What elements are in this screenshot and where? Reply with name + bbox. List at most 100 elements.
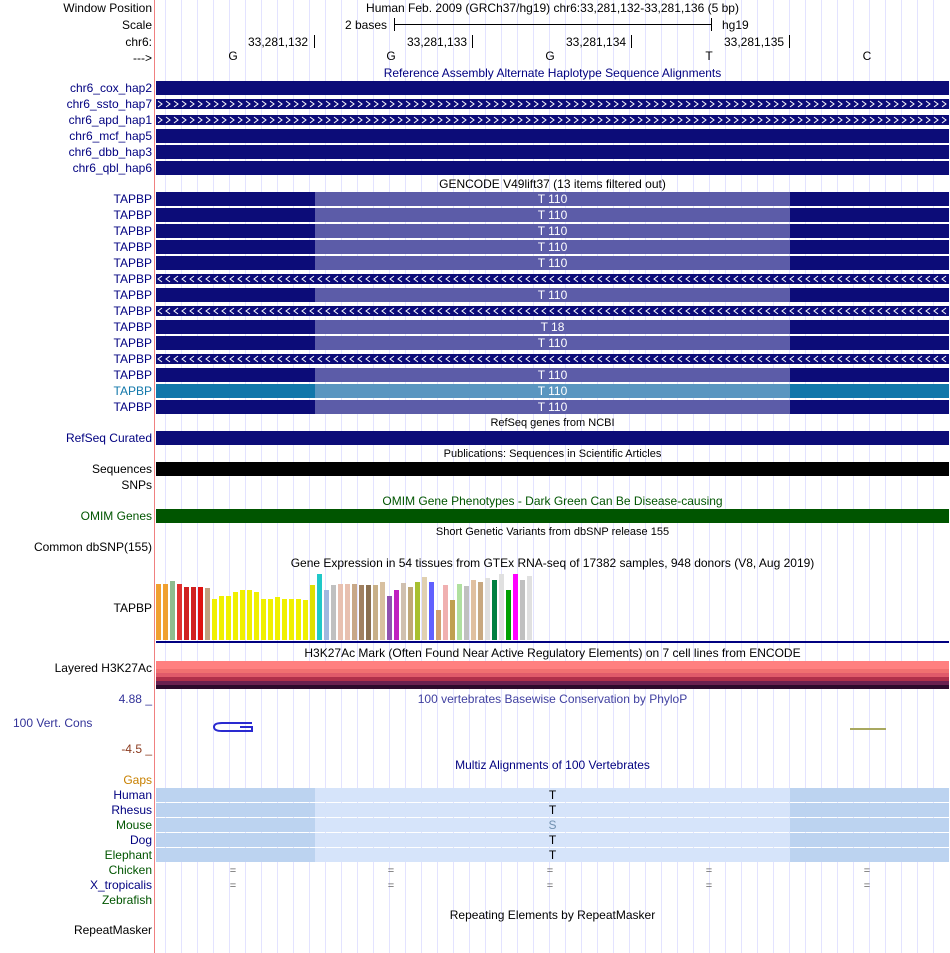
species-label[interactable]: Dog	[129, 833, 152, 847]
gtex-tissue-bar[interactable]	[436, 610, 441, 640]
gtex-tissue-bar[interactable]	[240, 590, 245, 640]
alt-haplotype-label[interactable]: chr6_qbl_hap6	[72, 161, 152, 175]
multiz-row[interactable]: T	[156, 788, 949, 802]
alt-haplotype-bar[interactable]	[156, 115, 949, 125]
window-position-label[interactable]: Window Position	[63, 1, 152, 15]
gtex-tissue-bar[interactable]	[478, 582, 483, 640]
species-label[interactable]: Elephant	[104, 848, 152, 862]
gene-label[interactable]: TAPBP	[113, 320, 152, 334]
gtex-tissue-bar[interactable]	[247, 590, 252, 640]
h3k27ac-label[interactable]: Layered H3K27Ac	[54, 661, 152, 675]
gtex-tissue-bar[interactable]	[359, 585, 364, 640]
omim-label[interactable]: OMIM Genes	[80, 509, 152, 523]
gene-label[interactable]: TAPBP	[113, 288, 152, 302]
species-label[interactable]: Chicken	[108, 863, 152, 877]
gene-label[interactable]: TAPBP	[113, 224, 152, 238]
multiz-track-title[interactable]: Multiz Alignments of 100 Vertebrates	[455, 758, 650, 772]
gtex-tissue-bar[interactable]	[394, 590, 399, 640]
gtex-tissue-bar[interactable]	[471, 580, 476, 640]
gtex-expression-bars[interactable]	[156, 572, 949, 644]
gene-label[interactable]: TAPBP	[113, 192, 152, 206]
gtex-tissue-bar[interactable]	[254, 592, 259, 640]
gene-exon-bar[interactable]: T 110	[156, 288, 949, 302]
gtex-gene-label[interactable]: TAPBP	[113, 601, 152, 615]
species-label[interactable]: Rhesus	[111, 803, 152, 817]
gtex-tissue-bar[interactable]	[219, 596, 224, 640]
gtex-tissue-bar[interactable]	[296, 599, 301, 640]
gene-label[interactable]: TAPBP	[113, 272, 152, 286]
gtex-tissue-bar[interactable]	[499, 574, 504, 640]
alt-haplotype-label[interactable]: chr6_dbb_hap3	[68, 145, 152, 159]
gaps-label[interactable]: Gaps	[123, 773, 152, 787]
gene-label[interactable]: TAPBP	[113, 352, 152, 366]
gtex-tissue-bar[interactable]	[352, 584, 357, 640]
gene-intron-bar[interactable]	[156, 354, 949, 364]
gtex-tissue-bar[interactable]	[156, 584, 161, 640]
multiz-row[interactable]: T	[156, 848, 949, 862]
gtex-tissue-bar[interactable]	[506, 590, 511, 640]
gene-label[interactable]: TAPBP	[113, 336, 152, 350]
gtex-tissue-bar[interactable]	[492, 580, 497, 640]
gene-label-highlighted[interactable]: TAPBP	[113, 384, 152, 398]
gene-label[interactable]: TAPBP	[113, 368, 152, 382]
gtex-tissue-bar[interactable]	[310, 585, 315, 640]
gtex-tissue-bar[interactable]	[177, 584, 182, 640]
alt-haplotype-label[interactable]: chr6_cox_hap2	[69, 81, 152, 95]
gtex-tissue-bar[interactable]	[485, 578, 490, 640]
gtex-tissue-bar[interactable]	[275, 597, 280, 640]
gtex-tissue-bar[interactable]	[226, 596, 231, 640]
gtex-tissue-bar[interactable]	[443, 585, 448, 640]
gene-exon-bar[interactable]: T 110	[156, 224, 949, 238]
gtex-tissue-bar[interactable]	[366, 585, 371, 640]
refseq-label[interactable]: RefSeq Curated	[65, 431, 152, 445]
strand-label[interactable]: --->	[133, 51, 152, 65]
gtex-tissue-bar[interactable]	[457, 584, 462, 640]
gtex-tissue-bar[interactable]	[520, 580, 525, 640]
alt-haplotype-bar[interactable]	[156, 145, 949, 159]
species-label[interactable]: Human	[113, 788, 152, 802]
sequences-bar[interactable]	[156, 462, 949, 476]
gene-label[interactable]: TAPBP	[113, 208, 152, 222]
gencode-track-title[interactable]: GENCODE V49lift37 (13 items filtered out…	[439, 177, 666, 191]
repeatmasker-track-title[interactable]: Repeating Elements by RepeatMasker	[449, 908, 656, 922]
gtex-tissue-bar[interactable]	[163, 584, 168, 640]
gtex-tissue-bar[interactable]	[415, 582, 420, 640]
gene-exon-bar[interactable]: T 18	[156, 320, 949, 334]
h3k27ac-layered-signal[interactable]	[156, 661, 949, 689]
gtex-tissue-bar[interactable]	[422, 577, 427, 640]
alt-haplotype-bar[interactable]	[156, 81, 949, 95]
h3k27ac-track-title[interactable]: H3K27Ac Mark (Often Found Near Active Re…	[304, 646, 801, 660]
gene-exon-bar-highlighted[interactable]: T 110	[156, 384, 949, 398]
scale-label[interactable]: Scale	[121, 18, 152, 32]
gtex-tissue-bar[interactable]	[191, 587, 196, 640]
gtex-tissue-bar[interactable]	[408, 587, 413, 640]
refseq-track-title[interactable]: RefSeq genes from NCBI	[490, 417, 615, 429]
multiz-row[interactable]: T	[156, 803, 949, 817]
gene-exon-bar[interactable]: T 110	[156, 400, 949, 414]
dbsnp-label[interactable]: Common dbSNP(155)	[33, 540, 152, 554]
gtex-tissue-bar[interactable]	[212, 599, 217, 640]
snps-label[interactable]: SNPs	[121, 478, 152, 492]
gtex-tissue-bar[interactable]	[345, 584, 350, 640]
gene-exon-bar[interactable]: T 110	[156, 368, 949, 382]
gtex-tissue-bar[interactable]	[527, 576, 532, 640]
gene-exon-bar[interactable]: T 110	[156, 256, 949, 270]
repeatmasker-label[interactable]: RepeatMasker	[73, 923, 152, 937]
gene-label[interactable]: TAPBP	[113, 304, 152, 318]
species-label[interactable]: X_tropicalis	[89, 878, 152, 892]
gtex-tissue-bar[interactable]	[401, 583, 406, 640]
refseq-gene-bar[interactable]	[156, 431, 949, 445]
omim-track-title[interactable]: OMIM Gene Phenotypes - Dark Green Can Be…	[382, 494, 723, 508]
gtex-tissue-bar[interactable]	[380, 582, 385, 640]
gene-label[interactable]: TAPBP	[113, 240, 152, 254]
alt-haplotype-label[interactable]: chr6_mcf_hap5	[69, 129, 152, 143]
gene-label[interactable]: TAPBP	[113, 400, 152, 414]
conservation-label[interactable]: 100 Vert. Cons	[13, 716, 93, 730]
dbsnp-track-title[interactable]: Short Genetic Variants from dbSNP releas…	[435, 526, 670, 538]
gene-label[interactable]: TAPBP	[113, 256, 152, 270]
gtex-tissue-bar[interactable]	[205, 588, 210, 640]
gene-intron-bar[interactable]	[156, 274, 949, 284]
alt-haplotype-label[interactable]: chr6_apd_hap1	[68, 113, 152, 127]
alt-haplotype-track-title[interactable]: Reference Assembly Alternate Haplotype S…	[383, 66, 722, 80]
